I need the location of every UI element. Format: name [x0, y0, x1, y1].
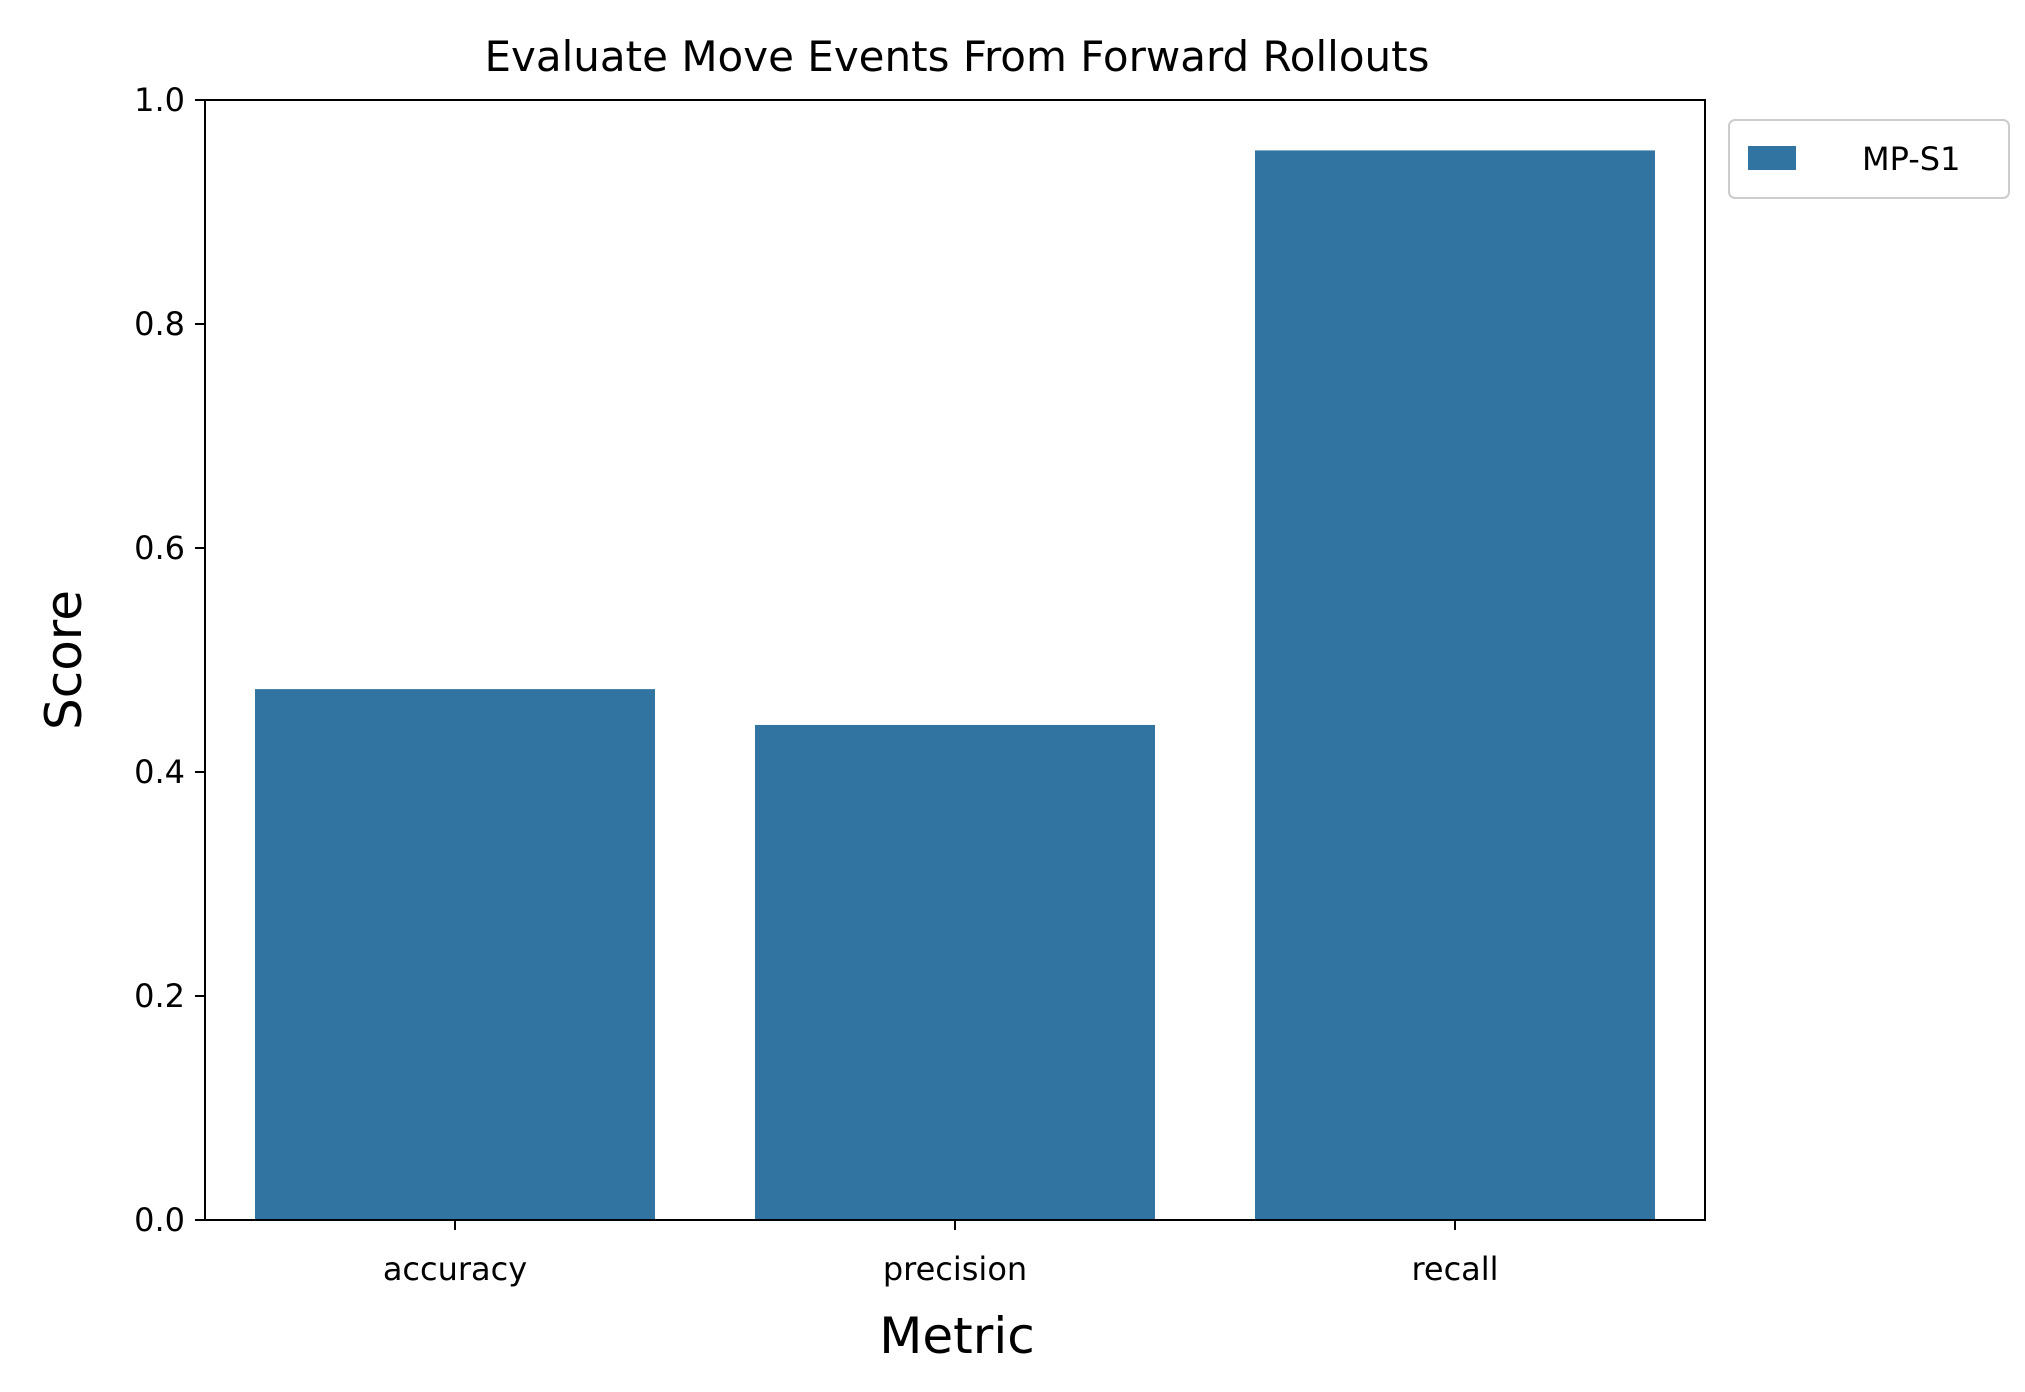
y-tick-label: 0.0 [134, 1201, 185, 1239]
legend-box [1728, 119, 2010, 199]
bar-recall [1255, 150, 1655, 1220]
x-axis-ticks: accuracy precision recall [383, 1220, 1499, 1288]
bars-layer [255, 150, 1655, 1220]
x-axis-label: Metric [879, 1307, 1034, 1365]
x-tick-label-precision: precision [883, 1250, 1027, 1288]
y-tick-label: 0.2 [134, 977, 185, 1015]
y-tick-label: 1.0 [134, 81, 185, 119]
chart-title: Evaluate Move Events From Forward Rollou… [485, 32, 1430, 81]
legend-label: MP-S1 [1862, 140, 1960, 178]
y-tick-label: 0.6 [134, 529, 185, 567]
y-tick-label: 0.4 [134, 753, 185, 791]
y-axis-label: Score [35, 590, 93, 730]
legend: MP-S1 [1728, 119, 2010, 199]
y-axis-ticks: 0.0 0.2 0.4 0.6 0.8 1.0 [134, 81, 205, 1239]
y-tick-label: 0.8 [134, 305, 185, 343]
bar-precision [755, 724, 1155, 1220]
x-tick-label-accuracy: accuracy [383, 1250, 527, 1288]
x-tick-label-recall: recall [1411, 1250, 1498, 1288]
legend-swatch [1748, 146, 1796, 170]
bar-accuracy [255, 689, 655, 1220]
